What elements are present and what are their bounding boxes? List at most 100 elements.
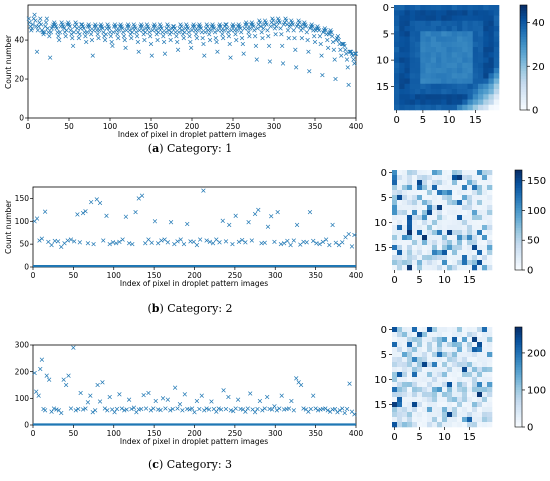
data-point (256, 207, 261, 213)
heatmap-cell (467, 382, 473, 388)
data-point (140, 28, 145, 33)
heatmap-cell (447, 392, 453, 398)
heatmap-cell (430, 26, 437, 32)
heatmap-cell (462, 337, 468, 343)
x-tick-label: 50 (64, 122, 74, 131)
heatmap-cell (472, 347, 478, 353)
heatmap-cell (420, 89, 426, 95)
heatmap-cell (427, 352, 433, 358)
data-point (224, 22, 229, 27)
heatmap-cell (467, 352, 473, 358)
heatmap-cell (409, 36, 416, 43)
data-point (77, 240, 82, 245)
data-point (233, 213, 238, 218)
heatmap-y-tick-label: 0 (381, 325, 387, 336)
colorbar-swatch (515, 399, 522, 403)
heatmap-cell (457, 5, 463, 11)
heatmap-cell (394, 52, 400, 58)
heatmap-x-tick-label: 5 (416, 432, 422, 443)
data-point (126, 397, 132, 402)
data-point (110, 43, 115, 49)
data-point (257, 20, 263, 25)
data-point (254, 57, 259, 62)
heatmap-cell (394, 89, 400, 95)
heatmap-cell (437, 337, 443, 343)
colorbar-swatch (515, 190, 522, 193)
data-point (291, 28, 296, 33)
colorbar-swatch (515, 262, 522, 266)
data-point (166, 24, 171, 29)
heatmap-cell (404, 62, 411, 69)
heatmap-cell (436, 47, 442, 53)
data-point (165, 240, 171, 245)
heatmap-cell (452, 367, 458, 373)
heatmap-cell (442, 240, 448, 246)
data-point (81, 26, 86, 31)
data-point (262, 406, 267, 411)
data-point (274, 408, 280, 413)
heatmap-cell (397, 327, 403, 333)
heatmap-cell (457, 180, 463, 186)
colorbar-swatch (515, 394, 522, 398)
heatmap-cell (467, 41, 474, 48)
data-point (336, 37, 341, 43)
heatmap-cell (457, 205, 463, 211)
heatmap-cell (477, 180, 483, 186)
heatmap-cell (477, 422, 483, 428)
colorbar-swatch (515, 227, 522, 231)
colorbar-swatch (520, 86, 527, 90)
heatmap-cell (487, 245, 493, 251)
heatmap-cell (430, 83, 437, 90)
data-point (47, 377, 52, 382)
colorbar-swatch (515, 180, 522, 183)
heatmap-cell (399, 15, 405, 22)
colorbar-swatch (515, 407, 522, 410)
heatmap-cell (487, 387, 493, 393)
data-point (298, 382, 304, 388)
heatmap-cell (427, 195, 433, 201)
heatmap-cell (488, 57, 495, 64)
heatmap-cell (482, 407, 488, 413)
heatmap-cell (467, 240, 473, 246)
data-point (71, 30, 77, 35)
heatmap-cell (432, 230, 438, 236)
heatmap-cell (457, 342, 463, 348)
heatmap-cell (446, 5, 453, 11)
heatmap-cell (472, 210, 478, 216)
heatmap-cell (394, 36, 400, 43)
colorbar-swatch (515, 170, 522, 173)
heatmap-cell (472, 36, 479, 43)
data-point (143, 30, 148, 35)
data-point (209, 399, 214, 404)
data-point (49, 242, 54, 248)
data-point (279, 32, 284, 37)
data-point (239, 30, 244, 35)
heatmap-cell (399, 94, 405, 100)
data-point (155, 37, 160, 43)
heatmap-cell (407, 200, 413, 206)
heatmap-cell (462, 407, 468, 413)
heatmap-cell (477, 397, 483, 403)
heatmap-cell (457, 62, 463, 69)
heatmap-cell (478, 26, 484, 32)
heatmap-cell (407, 230, 413, 236)
heatmap-cell (392, 265, 398, 271)
data-point (225, 30, 231, 35)
heatmap-cell (404, 15, 411, 22)
heatmap-cell (457, 332, 463, 338)
heatmap-cell (472, 41, 479, 48)
heatmap-cell (436, 36, 442, 43)
heatmap-cell (412, 422, 418, 428)
data-point (100, 26, 105, 31)
heatmap-cell (425, 36, 432, 43)
data-point (266, 43, 272, 49)
x-tick-label: 100 (107, 271, 122, 280)
heatmap-cell (446, 41, 453, 48)
data-point (129, 406, 134, 412)
data-point (57, 30, 63, 35)
data-point (243, 409, 248, 414)
data-point (269, 214, 274, 219)
heatmap-cell (417, 200, 423, 206)
heatmap-cell (399, 52, 405, 58)
heatmap-cell (437, 200, 443, 206)
